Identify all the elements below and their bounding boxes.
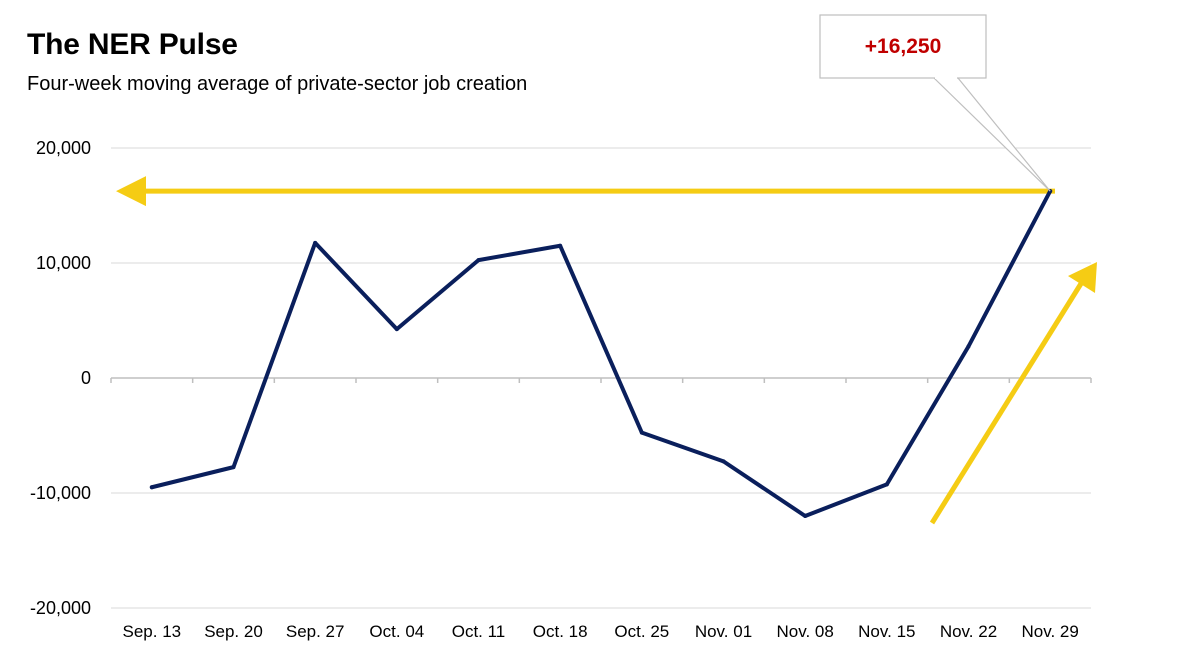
y-tick-label: 0 [81,368,91,388]
data-point [149,485,154,490]
x-tick-label: Sep. 27 [286,622,345,641]
y-tick-label: -20,000 [30,598,91,618]
x-tick-label: Nov. 15 [858,622,915,641]
highlight-arrows [116,176,1097,525]
data-point [884,482,889,487]
data-point [803,514,808,518]
x-tick-label: Nov. 29 [1022,622,1079,641]
gridlines [111,147,1091,609]
y-tick-label: 10,000 [36,253,91,273]
diagonal-arrowhead [1068,262,1097,293]
data-point [313,240,318,245]
value-callout: +16,250 [819,14,1051,192]
x-tick-label: Nov. 22 [940,622,997,641]
callout-box [819,14,987,79]
chart-subtitle: Four-week moving average of private-sect… [27,73,528,95]
y-tick-label: 20,000 [36,138,91,158]
data-point [639,430,644,435]
data-point [476,258,481,263]
series-lines [149,189,1053,518]
diagonal-arrow-shaft [929,280,1085,525]
data-point [966,344,971,349]
x-axis [110,377,1092,383]
x-tick-label: Oct. 11 [452,622,506,641]
data-point [394,327,399,332]
callout-pointer [932,77,1051,192]
x-tick-label: Sep. 20 [204,622,263,641]
x-axis-tick-labels: Sep. 13 Sep. 20 Sep. 27 Oct. 04 Oct. 11 Oct. … [123,622,1079,641]
callout-value-label: +16,250 [865,35,942,58]
x-tick-label: Nov. 08 [777,622,834,641]
x-tick-label: Oct. 18 [533,622,588,641]
x-tick-label: Oct. 04 [369,622,424,641]
series-line [149,189,1053,518]
x-tick-label: Oct. 25 [614,622,669,641]
data-point [721,459,726,464]
x-tick-label: Nov. 01 [695,622,752,641]
data-point [558,243,563,248]
y-tick-label: -10,000 [30,483,91,503]
chart-title: The NER Pulse [27,28,238,61]
y-axis-tick-labels: -20,000 -10,000 0 10,000 20,000 [30,138,91,618]
x-tick-label: Sep. 13 [123,622,182,641]
horizontal-arrowhead [116,176,146,207]
data-point [231,465,236,470]
